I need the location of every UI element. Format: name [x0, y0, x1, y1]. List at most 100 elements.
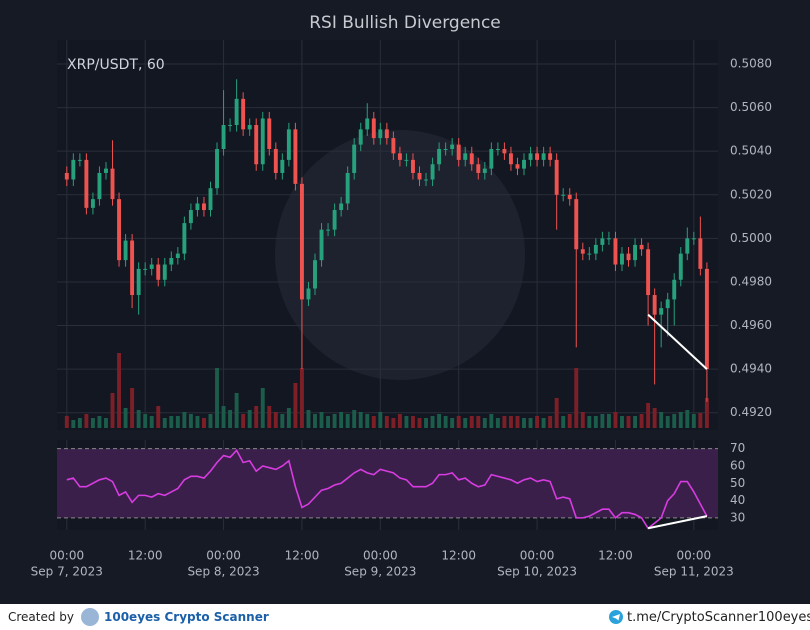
candle-body — [404, 159, 409, 161]
candle-body — [580, 249, 585, 254]
volume-bar — [221, 406, 226, 428]
candle-body — [77, 159, 82, 161]
volume-bar — [260, 388, 265, 428]
volume-bar — [378, 412, 383, 428]
candle-body — [71, 159, 76, 180]
volume-bar — [620, 416, 624, 428]
candle-body — [358, 129, 363, 145]
volume-bar — [267, 406, 272, 428]
candle-body — [371, 118, 376, 139]
candle-body — [326, 229, 331, 231]
candle-body — [535, 153, 540, 160]
link[interactable]: t.me/CryptoScanner100eyes — [627, 610, 810, 625]
volume-bar — [704, 398, 709, 428]
candle-body — [620, 253, 624, 265]
candle-body — [110, 168, 115, 200]
volume-bar — [515, 416, 520, 428]
volume-bar — [97, 416, 102, 428]
candle-body — [84, 159, 89, 208]
volume-bar — [345, 414, 350, 428]
candle-body — [208, 188, 213, 211]
chart: 0.4920 0.4940 0.4960 0.4980 0.5000 0.5020 0.50… — [30, 13, 772, 579]
created-by: Created by — [8, 610, 75, 624]
candle-body — [306, 288, 311, 300]
candle-body — [169, 257, 174, 265]
volume-bar — [175, 416, 180, 428]
volume-bar — [424, 418, 428, 428]
volume-bar — [639, 414, 644, 428]
x-tick-label: 12:00 — [441, 549, 476, 563]
candle-body — [691, 238, 696, 240]
candle-body — [241, 98, 246, 130]
volume-bar — [241, 414, 246, 428]
volume-bar — [397, 414, 402, 428]
candle-body — [215, 148, 219, 189]
candle-body — [332, 210, 337, 230]
candle-body — [384, 129, 389, 139]
volume-bar — [508, 416, 513, 428]
candle-body — [417, 172, 422, 180]
candle-body — [456, 144, 461, 160]
volume-bar — [64, 416, 69, 428]
x-tick-label: 12:00 — [285, 549, 320, 563]
candle-body — [391, 138, 396, 154]
x-tick-label: 00:00 — [363, 549, 398, 563]
x-tick-label: 00:00 — [50, 549, 85, 563]
candle-body — [626, 253, 631, 261]
candle-body — [254, 125, 259, 165]
candle-body — [515, 164, 520, 169]
candle-body — [339, 203, 344, 211]
y-tick-label: 70 — [730, 441, 745, 455]
volume-bar — [371, 416, 376, 428]
volume-bar — [685, 410, 690, 428]
volume-bar — [208, 414, 213, 428]
candle-body — [508, 153, 513, 165]
candle-body — [698, 238, 703, 269]
brand[interactable]: 100eyes Crypto Scanner — [104, 610, 269, 624]
volume-bar — [169, 416, 174, 428]
candle-body — [469, 153, 474, 165]
candle-body — [136, 268, 141, 296]
volume-bar — [502, 416, 507, 428]
candle-body — [548, 153, 553, 160]
y-tick-label: 0.4980 — [730, 274, 772, 288]
volume-bar — [463, 418, 468, 428]
volume-bar — [130, 388, 135, 428]
volume-bar — [561, 416, 566, 428]
x-date-label: Sep 8, 2023 — [187, 565, 259, 579]
candle-body — [175, 253, 180, 258]
y-tick-label: 40 — [730, 493, 745, 507]
volume-bar — [652, 408, 657, 428]
volume-bar — [84, 414, 89, 428]
candle-body — [247, 125, 252, 130]
symbol: XRP/USDT, 60 — [67, 57, 165, 73]
volume-bar — [600, 414, 605, 428]
candle-body — [104, 168, 108, 173]
y-tick-label: 0.4920 — [730, 405, 772, 419]
candle-body — [221, 125, 226, 149]
volume-bar — [606, 414, 611, 428]
y-tick-label: 0.5020 — [730, 187, 772, 201]
candle-body — [424, 179, 428, 181]
volume-bar — [633, 416, 638, 428]
candle-body — [522, 159, 526, 169]
candle-body — [345, 172, 350, 204]
y-tick-label: 0.5060 — [730, 100, 772, 114]
volume-bar — [90, 418, 95, 428]
volume-bar — [234, 393, 239, 428]
x-tick-label: 12:00 — [128, 549, 163, 563]
volume-bar — [202, 418, 206, 428]
candle-body — [378, 129, 383, 139]
volume-bar — [123, 408, 128, 428]
y-tick-label: 30 — [730, 510, 745, 524]
volume-bar — [541, 418, 546, 428]
candle-body — [652, 295, 657, 315]
candle-body — [352, 144, 357, 173]
volume-bar — [254, 406, 259, 428]
candle-body — [267, 118, 272, 149]
volume-bar — [698, 413, 703, 428]
candle-body — [273, 148, 278, 173]
y-tick-label: 0.4960 — [730, 318, 772, 332]
rsi-band — [57, 448, 718, 518]
